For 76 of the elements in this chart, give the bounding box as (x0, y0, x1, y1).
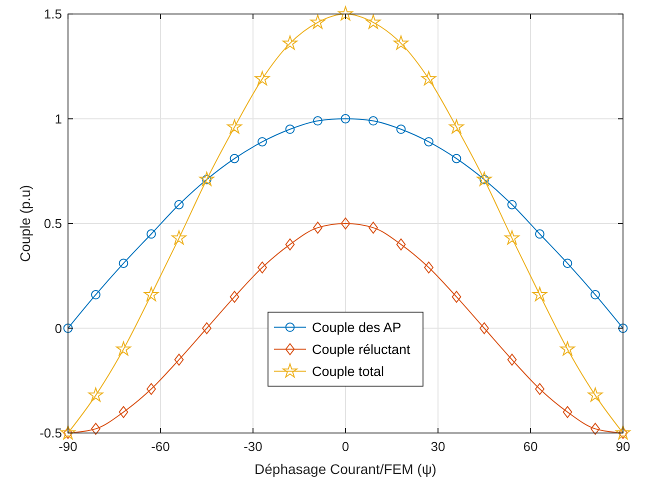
point (172, 230, 186, 245)
point (396, 238, 406, 250)
point (424, 137, 434, 146)
x-tick-label: 60 (523, 439, 538, 454)
point (476, 172, 492, 186)
point (254, 71, 270, 86)
y-tick-label: 1 (54, 111, 62, 126)
x-tick-label: -30 (244, 439, 262, 454)
point (146, 383, 156, 395)
x-tick-label: -90 (58, 439, 78, 454)
y-tick-label: 0.5 (44, 216, 62, 231)
point (590, 290, 600, 300)
point (507, 200, 517, 210)
point (562, 258, 572, 268)
point (146, 229, 156, 239)
point (199, 172, 214, 186)
point (421, 71, 436, 86)
point (590, 422, 600, 435)
point (118, 406, 128, 418)
point (258, 137, 267, 146)
point (560, 341, 575, 356)
point (396, 124, 406, 134)
point (258, 262, 267, 274)
x-tick-label: 90 (616, 439, 630, 454)
point (618, 324, 628, 333)
point (368, 116, 378, 126)
point (532, 286, 548, 302)
point (313, 222, 322, 234)
point (535, 229, 544, 239)
point (63, 324, 73, 333)
point (60, 425, 76, 440)
point (310, 14, 326, 29)
x-tick-label: 30 (430, 439, 446, 454)
point (480, 322, 489, 334)
point (174, 200, 184, 210)
point (507, 354, 517, 366)
point (91, 422, 100, 435)
point (449, 119, 464, 134)
point (368, 222, 378, 234)
point (227, 119, 242, 134)
point (91, 290, 100, 300)
point (313, 116, 322, 126)
point (340, 218, 350, 230)
x-tick-label: -60 (151, 439, 170, 454)
point (394, 36, 408, 50)
point (452, 290, 462, 303)
point (118, 258, 128, 268)
point (452, 154, 462, 164)
point (230, 290, 240, 303)
point (588, 387, 603, 402)
y-tick-label: 0 (54, 320, 62, 336)
point (562, 406, 572, 418)
point (88, 387, 104, 402)
y-tick-label: 1.5 (44, 6, 62, 22)
point (144, 286, 159, 302)
legend-label: Couple réluctant (312, 342, 411, 358)
legend-label: Couple total (312, 364, 384, 380)
point (340, 114, 350, 124)
point (504, 230, 520, 245)
point (424, 262, 434, 274)
y-axis-title: Couple (p.u) (17, 184, 33, 262)
point (174, 354, 184, 366)
point (535, 383, 544, 395)
point (338, 6, 353, 20)
y-tick-label: -0.5 (40, 426, 62, 440)
point (285, 124, 295, 134)
point (116, 341, 131, 356)
point (366, 14, 381, 29)
point (285, 238, 295, 250)
x-tick-label: 0 (342, 439, 350, 454)
x-axis-title: Déphasage Courant/FEM (ψ) (254, 461, 436, 477)
point (230, 154, 240, 164)
point (616, 425, 630, 440)
point (282, 36, 298, 50)
legend-label: Couple des AP (312, 320, 402, 336)
point (202, 322, 212, 334)
